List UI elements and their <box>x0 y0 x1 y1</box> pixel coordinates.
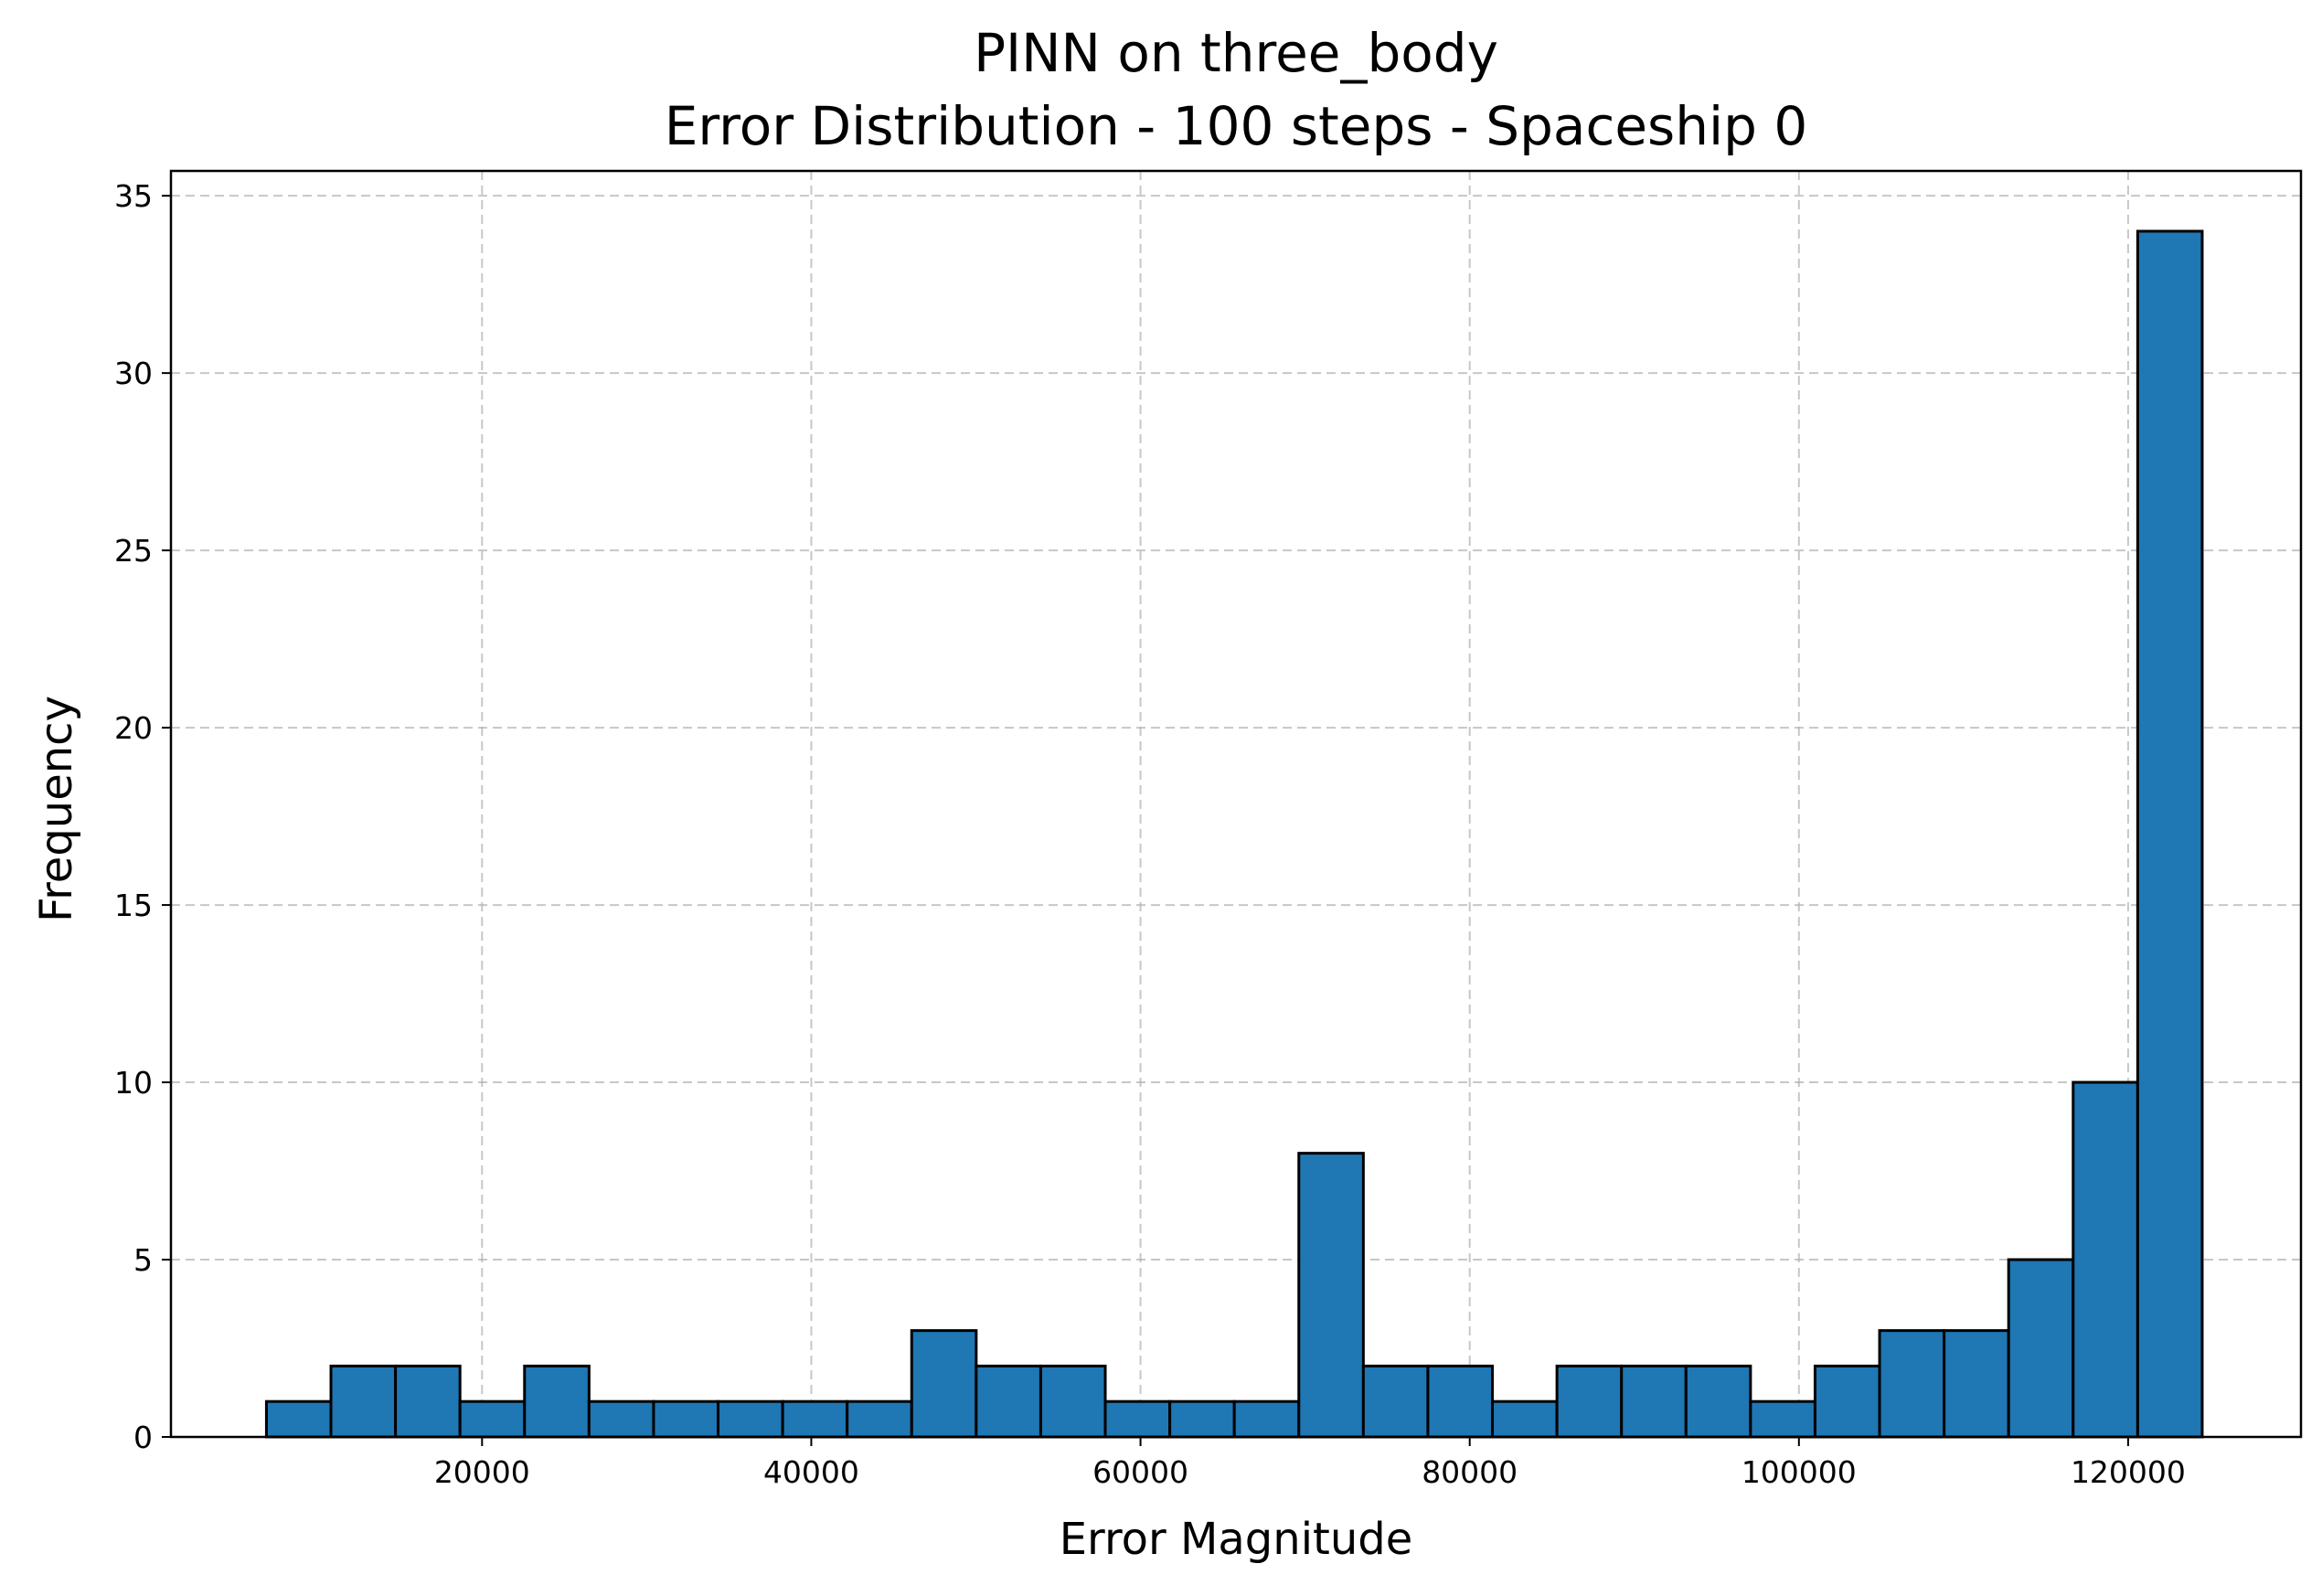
histogram-bar <box>458 1399 527 1439</box>
histogram-bar <box>2007 1258 2075 1439</box>
histogram-bar <box>652 1399 720 1439</box>
histogram-bar <box>1749 1399 1816 1439</box>
x-tick-label: 20000 <box>434 1454 530 1490</box>
y-tick-label: 15 <box>114 888 153 923</box>
histogram-bar <box>264 1399 333 1439</box>
histogram-bar <box>910 1329 978 1439</box>
x-tick-label: 100000 <box>1742 1454 1857 1490</box>
histogram-bar <box>975 1364 1042 1439</box>
x-axis-label: Error Magnitude <box>1060 1514 1413 1565</box>
histogram-bar <box>1297 1152 1365 1439</box>
histogram-bar <box>1684 1364 1752 1439</box>
x-tick-label: 40000 <box>763 1454 859 1490</box>
histogram-bar <box>1620 1364 1688 1439</box>
axis-ticks: 0 5 10 15 20 25 30 35 20000 40000 60000 80000 100000… <box>114 178 2186 1490</box>
histogram-bar <box>394 1364 462 1439</box>
histogram-bar <box>1103 1399 1172 1439</box>
y-tick-label: 10 <box>114 1065 153 1101</box>
histogram-bar <box>1878 1329 1946 1439</box>
histogram-bar <box>587 1399 655 1439</box>
histogram-bar <box>1943 1329 2010 1439</box>
y-tick-label: 25 <box>114 533 153 569</box>
histogram-bar <box>1491 1399 1559 1439</box>
histogram-bar <box>2136 229 2204 1439</box>
x-tick-label: 60000 <box>1092 1454 1188 1490</box>
histogram-bar <box>1426 1364 1495 1439</box>
chart-subtitle: Error Distribution - 100 steps - Spacesh… <box>665 95 1808 157</box>
histogram-bar <box>1555 1364 1624 1439</box>
histogram-bar <box>1168 1399 1236 1439</box>
x-tick-label: 120000 <box>2071 1454 2186 1490</box>
histogram-bar <box>717 1399 784 1439</box>
chart-title: PINN on three_body <box>974 22 1498 84</box>
histogram-bar <box>1813 1364 1881 1439</box>
plot-area-frame <box>169 169 2303 1439</box>
y-tick-label: 35 <box>114 178 153 214</box>
histogram-bar <box>1361 1364 1430 1439</box>
histogram-bars <box>264 229 2204 1439</box>
histogram-bar <box>781 1399 849 1439</box>
histogram-bar <box>1232 1399 1301 1439</box>
histogram-bar <box>329 1364 398 1439</box>
y-tick-label: 5 <box>133 1242 153 1278</box>
y-tick-label: 0 <box>133 1420 153 1455</box>
histogram-bar <box>846 1399 913 1439</box>
histogram-bar <box>1039 1364 1107 1439</box>
grid-lines <box>171 171 2301 1438</box>
histogram-bar <box>2072 1080 2139 1439</box>
x-tick-label: 80000 <box>1422 1454 1518 1490</box>
y-axis-label: Frequency <box>31 696 82 922</box>
y-tick-label: 20 <box>114 710 153 746</box>
histogram-bar <box>523 1364 591 1439</box>
y-tick-label: 30 <box>114 356 153 391</box>
